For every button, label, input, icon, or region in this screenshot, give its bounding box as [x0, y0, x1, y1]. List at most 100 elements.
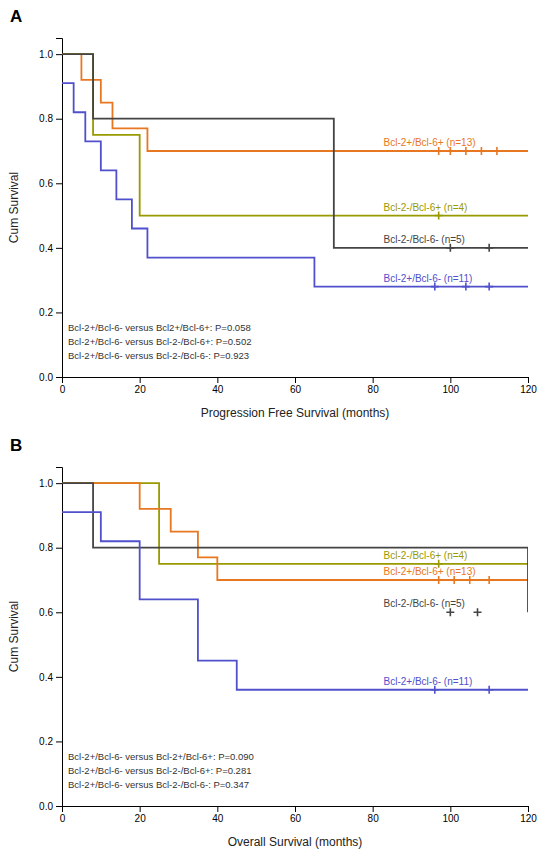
survival-curve — [62, 512, 528, 690]
y-tick: 0.0 — [39, 801, 62, 812]
curve-label: Bcl-2-/Bcl-6+ (n=4) — [384, 202, 468, 213]
y-tick-label: 1.0 — [39, 478, 53, 489]
y-tick-label: 0.6 — [39, 607, 53, 618]
censor-mark — [435, 576, 443, 584]
y-axis-title: Cum Survival — [7, 601, 21, 672]
y-tick-mark — [56, 54, 62, 55]
x-tick: 120 — [520, 806, 537, 824]
y-tick-mark — [56, 312, 62, 313]
x-tick: 60 — [290, 806, 302, 824]
x-axis: 0 20 40 60 80 100 120 — [60, 377, 538, 395]
annotation-line: Bcl-2+/Bcl-6- versus Bcl-2-/Bcl-6+: P=0.… — [68, 336, 251, 347]
y-axis-title: Cum Survival — [7, 172, 21, 243]
x-tick: 20 — [135, 806, 147, 824]
censor-mark — [485, 576, 493, 584]
censor-mark — [431, 686, 439, 694]
x-tick-label: 60 — [290, 384, 302, 395]
censor-mark — [466, 576, 474, 584]
censor-mark — [446, 244, 454, 252]
x-tick-label: 0 — [60, 384, 66, 395]
x-tick: 60 — [290, 377, 302, 395]
x-tick-label: 120 — [520, 813, 537, 824]
y-tick: 0.4 — [39, 243, 62, 254]
y-tick-mark — [56, 677, 62, 678]
censor-mark — [446, 147, 454, 155]
y-tick: 0.4 — [39, 672, 62, 683]
annotation-line: Bcl-2+/Bcl-6- versus Bcl-2-/Bcl-6-: P=0.… — [68, 779, 249, 790]
x-tick-mark — [528, 377, 529, 383]
y-tick-label: 0.0 — [39, 801, 53, 812]
survival-curve — [62, 483, 528, 564]
y-tick-mark — [56, 741, 62, 742]
x-tick-label: 120 — [520, 384, 537, 395]
x-tick-mark — [373, 377, 374, 383]
x-tick-mark — [295, 806, 296, 812]
curve-label: Bcl-2+/Bcl-6- (n=11) — [384, 676, 473, 687]
x-tick-label: 40 — [212, 813, 224, 824]
curve-label: Bcl-2-/Bcl-6- (n=5) — [384, 598, 465, 609]
x-tick-mark — [450, 377, 451, 383]
x-tick: 120 — [520, 377, 537, 395]
y-tick: 0.6 — [39, 178, 62, 189]
annotation-line: Bcl-2+/Bcl-6- versus Bcl2+/Bcl-6+: P=0.0… — [68, 322, 251, 333]
x-tick-mark — [450, 806, 451, 812]
survival-curve — [62, 54, 528, 151]
censor-mark — [435, 147, 443, 155]
censor-mark — [485, 244, 493, 252]
y-tick-mark — [56, 548, 62, 549]
y-tick-label: 0.2 — [39, 307, 53, 318]
x-axis: 0 20 40 60 80 100 120 — [60, 806, 538, 824]
plot-area — [62, 54, 528, 290]
x-tick: 80 — [368, 806, 380, 824]
y-tick-mark — [56, 248, 62, 249]
y-tick-label: 0.0 — [39, 372, 53, 383]
censor-mark — [462, 147, 470, 155]
x-axis-title: Overall Survival (months) — [228, 835, 363, 849]
annotation-line: Bcl-2+/Bcl-6- versus Bcl-2-/Bcl-6-: P=0.… — [68, 350, 249, 361]
x-tick-label: 100 — [442, 813, 459, 824]
y-tick: 0.2 — [39, 307, 62, 318]
chart-svg: 0 20 40 60 80 100 120 0.0 0.2 0.4 0.6 0.8 1.0 Progres… — [0, 0, 550, 858]
panel: 0 20 40 60 80 100 120 0.0 0.2 0.4 0.6 0.8 1.0 Overall… — [7, 436, 537, 849]
y-tick: 1.0 — [39, 478, 62, 489]
x-tick-mark — [528, 806, 529, 812]
y-tick-label: 0.8 — [39, 113, 53, 124]
y-tick-mark — [56, 483, 62, 484]
plot-area — [62, 483, 528, 694]
x-tick-label: 0 — [60, 813, 66, 824]
censor-mark — [493, 147, 501, 155]
censor-mark — [474, 608, 482, 616]
x-axis-title: Progression Free Survival (months) — [201, 406, 390, 420]
annotation-line: Bcl-2+/Bcl-6- versus Bcl-2-/Bcl-6+: P=0.… — [68, 765, 251, 776]
y-tick: 0.8 — [39, 542, 62, 553]
x-tick: 20 — [135, 377, 147, 395]
x-tick-label: 60 — [290, 813, 302, 824]
censor-mark — [431, 283, 439, 291]
x-tick: 0 — [60, 806, 66, 824]
x-axis-line — [63, 378, 529, 384]
censor-mark — [462, 283, 470, 291]
y-tick-label: 0.2 — [39, 736, 53, 747]
x-tick: 40 — [212, 377, 224, 395]
censor-mark — [435, 212, 443, 220]
x-tick-label: 40 — [212, 384, 224, 395]
y-axis: 0.00.20.40.60.81.0 — [39, 39, 62, 383]
x-tick-label: 80 — [368, 384, 380, 395]
x-axis-line — [63, 807, 529, 813]
x-tick: 100 — [442, 377, 459, 395]
censor-mark — [485, 686, 493, 694]
survival-curve — [62, 483, 528, 580]
x-tick-mark — [373, 806, 374, 812]
y-tick-mark — [56, 119, 62, 120]
chart-root: 0 20 40 60 80 100 120 0.0 0.2 0.4 0.6 0.8 1.0 Progres… — [0, 0, 550, 858]
x-tick-mark — [140, 806, 141, 812]
survival-curve — [62, 54, 528, 215]
x-tick-mark — [217, 377, 218, 383]
y-tick-label: 0.8 — [39, 542, 53, 553]
panel-title: A — [10, 7, 22, 26]
x-tick: 0 — [60, 377, 66, 395]
annotation-line: Bcl-2+/Bcl-6- versus Bcl-2+/Bcl-6+: P=0.… — [68, 751, 254, 762]
survival-curve — [62, 83, 528, 286]
y-tick: 0.0 — [39, 372, 62, 383]
y-tick: 0.2 — [39, 736, 62, 747]
